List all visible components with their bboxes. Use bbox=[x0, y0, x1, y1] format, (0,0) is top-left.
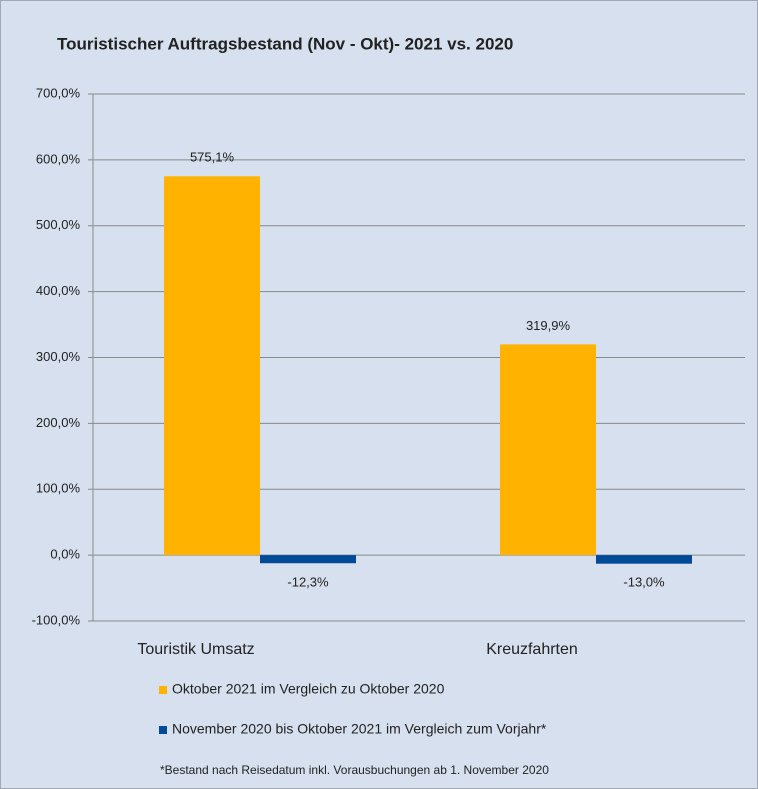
x-tick-label: Kreuzfahrten bbox=[486, 641, 578, 658]
y-tick-label: 600,0% bbox=[36, 151, 81, 166]
bar bbox=[164, 176, 260, 556]
bar bbox=[500, 344, 596, 556]
legend-label: November 2020 bis Oktober 2021 im Vergle… bbox=[172, 721, 547, 737]
data-label: 319,9% bbox=[526, 318, 571, 333]
bar bbox=[260, 555, 356, 564]
data-label: -13,0% bbox=[623, 575, 665, 590]
y-tick-label: 400,0% bbox=[36, 283, 81, 298]
chart-title: Touristischer Auftragsbestand (Nov - Okt… bbox=[57, 34, 513, 53]
y-tick-label: -100,0% bbox=[32, 612, 81, 627]
y-tick-label: 300,0% bbox=[36, 349, 81, 364]
legend-swatch bbox=[159, 686, 167, 694]
legend-swatch bbox=[159, 726, 167, 734]
y-tick-label: 0,0% bbox=[50, 547, 80, 562]
bar bbox=[596, 555, 692, 564]
data-label: 575,1% bbox=[190, 150, 235, 165]
y-tick-label: 700,0% bbox=[36, 85, 81, 100]
legend-label: Oktober 2021 im Vergleich zu Oktober 202… bbox=[172, 681, 445, 697]
data-label: -12,3% bbox=[287, 575, 329, 590]
x-tick-label: Touristik Umsatz bbox=[137, 641, 254, 658]
y-tick-label: 100,0% bbox=[36, 481, 81, 496]
y-tick-label: 200,0% bbox=[36, 415, 81, 430]
footnote: *Bestand nach Reisedatum inkl. Vorausbuc… bbox=[160, 763, 549, 777]
y-tick-label: 500,0% bbox=[36, 217, 81, 232]
